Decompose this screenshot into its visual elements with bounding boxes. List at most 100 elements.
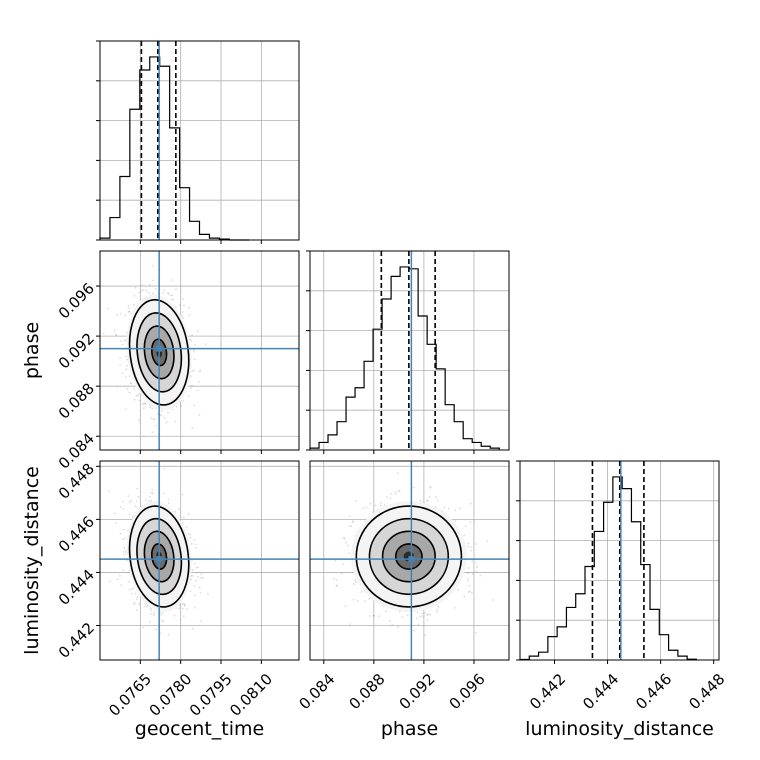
sample-point: [173, 614, 176, 617]
sample-point: [123, 528, 125, 531]
sample-point: [352, 521, 355, 524]
sample-point: [122, 507, 125, 510]
sample-point: [130, 312, 133, 315]
sample-point: [108, 490, 111, 493]
x-tick-label: 0.0795: [186, 670, 236, 720]
sample-point: [426, 499, 429, 502]
sample-point: [152, 292, 155, 295]
sample-point: [130, 587, 133, 590]
truth-marker: [408, 556, 415, 563]
sample-point: [422, 616, 425, 619]
sample-point: [368, 597, 370, 600]
sample-point: [131, 592, 133, 595]
sample-point: [426, 618, 429, 621]
histogram-geocent_time: [99, 56, 250, 241]
sample-point: [124, 314, 127, 317]
sample-point: [473, 520, 475, 523]
sample-point: [340, 572, 343, 575]
sample-point: [124, 408, 127, 411]
joint-content: [100, 251, 299, 456]
sample-point: [172, 298, 175, 301]
sample-point: [424, 634, 426, 637]
sample-point: [193, 358, 196, 361]
panel-frame: [309, 250, 510, 451]
sample-point: [190, 384, 192, 387]
sample-point: [151, 407, 154, 410]
x-tick-label: 0.092: [396, 670, 439, 713]
sample-point: [190, 575, 193, 578]
sample-point: [132, 303, 135, 306]
sample-point: [344, 605, 347, 608]
sample-point: [136, 596, 139, 599]
sample-point: [147, 291, 150, 294]
panel-frame: [309, 460, 510, 661]
sample-point: [130, 499, 132, 502]
sample-point: [167, 293, 170, 296]
sample-point: [336, 584, 338, 587]
sample-point: [149, 620, 152, 623]
sample-point: [475, 570, 478, 573]
sample-point: [467, 542, 470, 545]
sample-point: [354, 581, 357, 584]
sample-point: [122, 550, 125, 553]
sample-point: [465, 525, 467, 528]
sample-point: [168, 502, 170, 504]
sample-point: [343, 537, 346, 540]
sample-point: [159, 632, 162, 635]
sample-point: [437, 605, 440, 608]
sample-point: [350, 525, 353, 528]
sample-point: [154, 288, 157, 290]
contour-line: [355, 505, 463, 608]
sample-point: [170, 299, 173, 301]
sample-point: [185, 526, 188, 529]
sample-point: [207, 593, 209, 595]
panel-frame: [519, 460, 720, 661]
sample-point: [401, 616, 404, 619]
sample-point: [348, 525, 351, 528]
sample-point: [129, 501, 131, 504]
sample-point: [385, 610, 387, 613]
sample-point: [150, 454, 152, 456]
joint-panel-geocent_time-phase: [96, 250, 300, 456]
sample-point: [119, 356, 122, 359]
sample-point: [379, 504, 382, 507]
sample-point: [429, 487, 432, 489]
sample-point: [476, 566, 479, 568]
contour-line: [143, 325, 175, 380]
sample-point: [119, 312, 122, 315]
y-tick-label: 0.096: [55, 279, 98, 322]
sample-point: [142, 626, 145, 629]
sample-point: [187, 513, 190, 515]
sample-point: [133, 603, 135, 606]
sample-point: [124, 537, 126, 540]
sample-point: [368, 615, 371, 617]
sample-point: [342, 536, 345, 539]
sample-point: [127, 495, 130, 497]
sample-point: [335, 585, 338, 588]
sample-point: [141, 403, 144, 406]
sample-point: [190, 542, 193, 545]
sample-point: [389, 620, 391, 623]
sample-point: [191, 426, 194, 429]
sample-point: [149, 607, 152, 610]
sample-point: [372, 615, 375, 617]
sample-point: [102, 332, 105, 335]
sample-point: [198, 413, 201, 416]
panels-layer: [96, 40, 720, 664]
sample-point: [144, 402, 146, 405]
sample-point: [123, 547, 126, 549]
x-tick-label: 0.088: [345, 670, 388, 713]
sample-point: [193, 350, 195, 353]
sample-point: [128, 307, 131, 310]
sample-point: [197, 330, 199, 333]
sample-point: [162, 492, 165, 495]
sample-point: [150, 491, 153, 494]
sample-point: [162, 289, 165, 291]
sample-point: [138, 399, 141, 402]
sample-point: [436, 499, 439, 502]
hist-panel-geocent_time: [96, 40, 300, 244]
sample-point: [142, 288, 144, 291]
sample-point: [175, 288, 177, 291]
sample-point: [125, 375, 127, 378]
